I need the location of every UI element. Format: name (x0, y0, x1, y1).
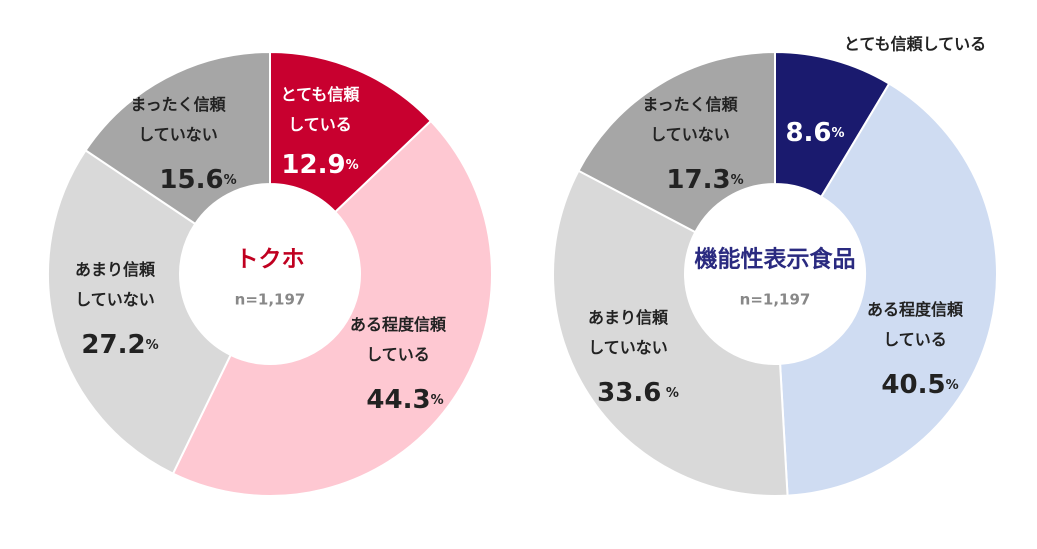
donut-segment (577, 50, 776, 234)
donut-segment (47, 148, 232, 476)
value-label: 44.3% (366, 385, 443, 415)
center-title: トクホ (236, 247, 305, 273)
donut-segment (171, 119, 493, 497)
category-label: まったく信頼していない (642, 95, 738, 144)
donut-segment (269, 50, 433, 214)
donut-segment (552, 169, 789, 497)
value-label: 12.9% (281, 150, 358, 180)
category-label: とても信頼している (844, 35, 986, 54)
value-label: 40.5% (881, 370, 958, 400)
value-label: 8.6% (785, 118, 844, 148)
category-label: あまり信頼していない (75, 260, 156, 309)
value-label: 15.6% (159, 165, 236, 195)
category-label: あまり信頼していない (588, 308, 669, 357)
category-label: とても信頼している (281, 85, 361, 134)
center-subtitle: n=1,197 (740, 291, 811, 309)
donut-segment (84, 50, 271, 226)
value-label: 17.3% (666, 165, 743, 195)
donut-segment (779, 82, 998, 497)
category-label: ある程度信頼している (350, 315, 447, 364)
value-label: 27.2% (81, 330, 158, 360)
category-label: ある程度信頼している (867, 300, 964, 349)
value-label: 33.6 % (597, 378, 679, 408)
center-subtitle: n=1,197 (235, 291, 306, 309)
category-label: まったく信頼していない (130, 95, 226, 144)
center-title: 機能性表示食品 (695, 246, 856, 273)
